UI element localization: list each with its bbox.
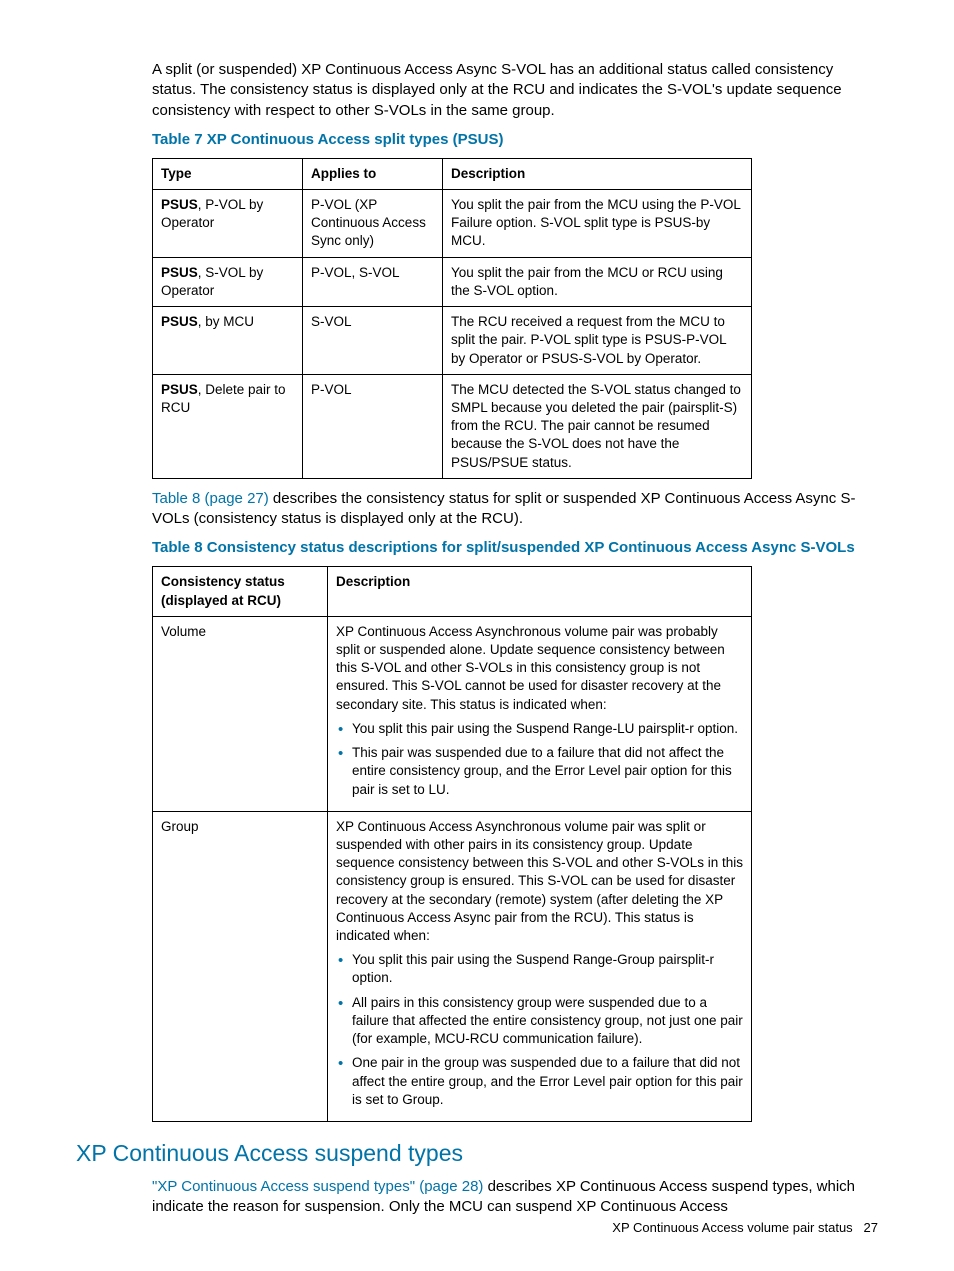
- mid-paragraph: Table 8 (page 27) describes the consiste…: [152, 489, 878, 530]
- cell-desc: You split the pair from the MCU or RCU u…: [443, 257, 752, 306]
- cell-type: PSUS, S-VOL by Operator: [153, 257, 303, 306]
- table7-caption: Table 7 XP Continuous Access split types…: [152, 131, 878, 148]
- table8-ref-link[interactable]: Table 8 (page 27): [152, 490, 269, 507]
- section-heading-suspend-types: XP Continuous Access suspend types: [76, 1140, 878, 1167]
- th-desc: Description: [443, 158, 752, 189]
- list-item: You split this pair using the Suspend Ra…: [336, 951, 743, 987]
- list-item: You split this pair using the Suspend Ra…: [336, 720, 743, 738]
- cell-applies: S-VOL: [303, 307, 443, 375]
- type-rest: , by MCU: [198, 314, 254, 329]
- cell-cstatus: Volume: [153, 616, 328, 811]
- cell-type: PSUS, P-VOL by Operator: [153, 189, 303, 257]
- table-row: PSUS, Delete pair to RCU P-VOL The MCU d…: [153, 374, 752, 478]
- cell-type: PSUS, Delete pair to RCU: [153, 374, 303, 478]
- th-cstatus: Consistency status (displayed at RCU): [153, 567, 328, 616]
- cell-bullet-list: You split this pair using the Suspend Ra…: [336, 720, 743, 799]
- cell-desc: The RCU received a request from the MCU …: [443, 307, 752, 375]
- table8: Consistency status (displayed at RCU) De…: [152, 566, 752, 1122]
- cell-desc: XP Continuous Access Asynchronous volume…: [328, 616, 752, 811]
- type-bold: PSUS: [161, 382, 198, 397]
- table8-caption: Table 8 Consistency status descriptions …: [152, 539, 878, 556]
- cell-applies: P-VOL (XP Continuous Access Sync only): [303, 189, 443, 257]
- table-row: PSUS, P-VOL by Operator P-VOL (XP Contin…: [153, 189, 752, 257]
- table-header-row: Type Applies to Description: [153, 158, 752, 189]
- table-row: Volume XP Continuous Access Asynchronous…: [153, 616, 752, 811]
- table-header-row: Consistency status (displayed at RCU) De…: [153, 567, 752, 616]
- cell-cstatus: Group: [153, 811, 328, 1121]
- table-row: PSUS, by MCU S-VOL The RCU received a re…: [153, 307, 752, 375]
- cell-bullet-list: You split this pair using the Suspend Ra…: [336, 951, 743, 1109]
- cell-desc: XP Continuous Access Asynchronous volume…: [328, 811, 752, 1121]
- list-item: All pairs in this consistency group were…: [336, 994, 743, 1049]
- table-row: PSUS, S-VOL by Operator P-VOL, S-VOL You…: [153, 257, 752, 306]
- page-footer: XP Continuous Access volume pair status …: [612, 1220, 878, 1235]
- cell-desc-text: XP Continuous Access Asynchronous volume…: [336, 819, 743, 943]
- cell-applies: P-VOL, S-VOL: [303, 257, 443, 306]
- type-bold: PSUS: [161, 314, 198, 329]
- intro-paragraph: A split (or suspended) XP Continuous Acc…: [152, 60, 878, 121]
- table-row: Group XP Continuous Access Asynchronous …: [153, 811, 752, 1121]
- th-applies: Applies to: [303, 158, 443, 189]
- th-type: Type: [153, 158, 303, 189]
- table7: Type Applies to Description PSUS, P-VOL …: [152, 158, 752, 479]
- cell-desc: You split the pair from the MCU using th…: [443, 189, 752, 257]
- list-item: This pair was suspended due to a failure…: [336, 744, 743, 799]
- type-bold: PSUS: [161, 197, 198, 212]
- type-bold: PSUS: [161, 265, 198, 280]
- cell-desc-text: XP Continuous Access Asynchronous volume…: [336, 624, 725, 712]
- suspend-types-ref-link[interactable]: "XP Continuous Access suspend types" (pa…: [152, 1178, 483, 1195]
- footer-label: XP Continuous Access volume pair status: [612, 1220, 852, 1235]
- th-desc: Description: [328, 567, 752, 616]
- cell-desc: The MCU detected the S-VOL status change…: [443, 374, 752, 478]
- closing-paragraph: "XP Continuous Access suspend types" (pa…: [152, 1177, 878, 1218]
- footer-page-number: 27: [864, 1220, 878, 1235]
- cell-type: PSUS, by MCU: [153, 307, 303, 375]
- list-item: One pair in the group was suspended due …: [336, 1054, 743, 1109]
- cell-applies: P-VOL: [303, 374, 443, 478]
